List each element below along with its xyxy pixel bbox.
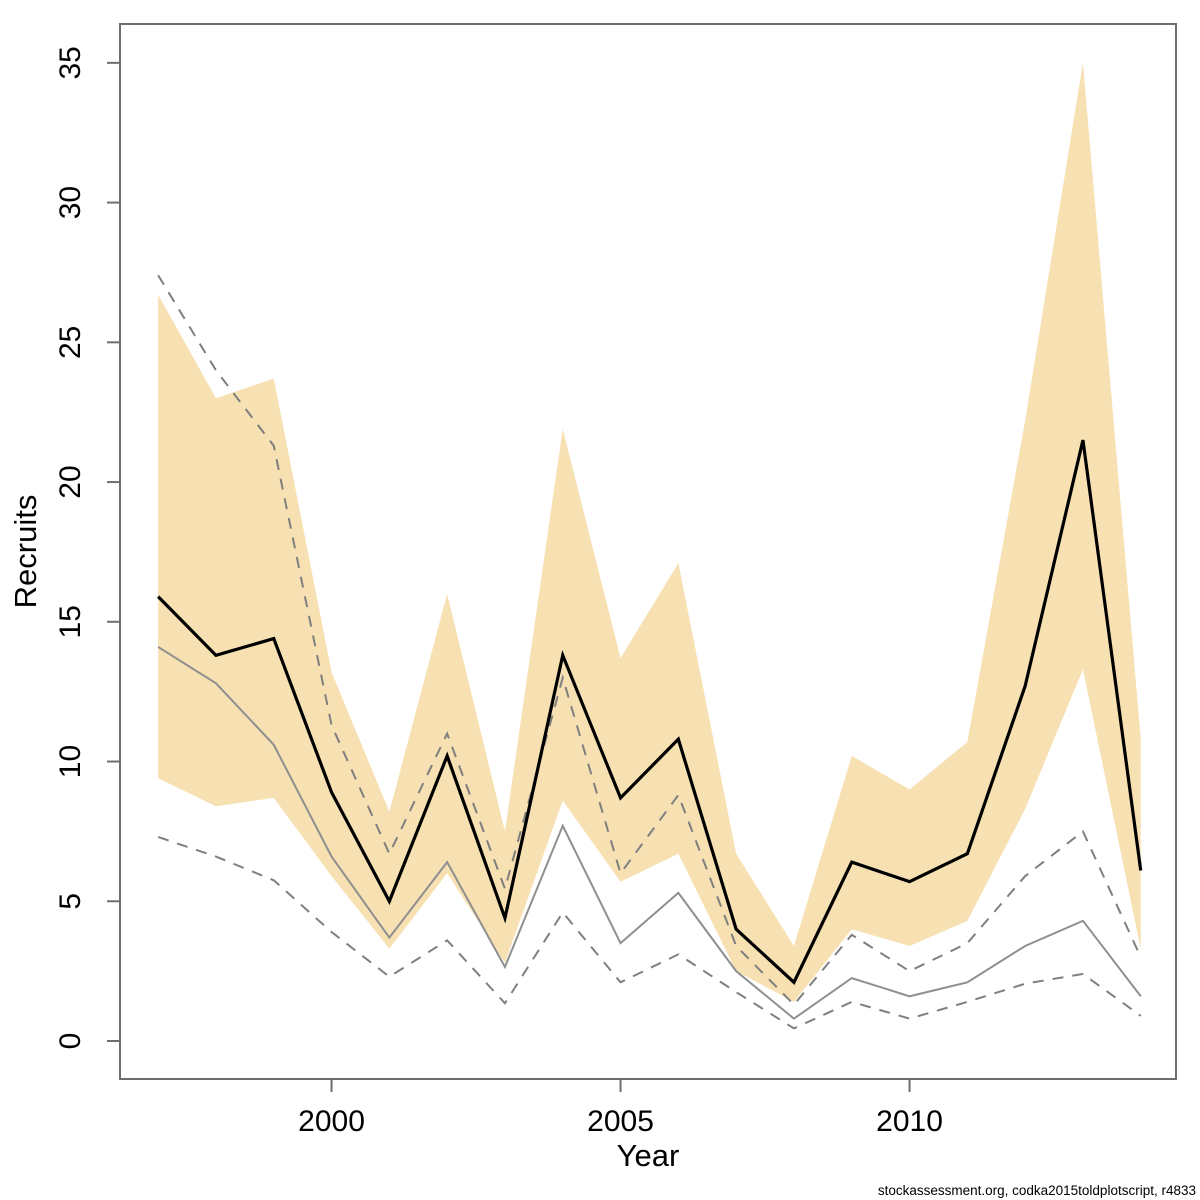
plot-border [119,23,1177,1080]
y-tick-label: 0 [54,1033,87,1050]
y-tick-label: 30 [54,186,87,219]
x-tick-label: 2005 [587,1105,654,1138]
x-tick-label: 2000 [298,1105,365,1138]
y-tick-label: 10 [54,745,87,778]
observed-ci-upper-line [157,274,1142,1007]
y-tick-label: 25 [54,326,87,359]
footnote-text: stockassessment.org, codka2015toldplotsc… [878,1183,1196,1198]
observed-ci-lower-line [157,836,1142,1030]
estimate-confidence-band [158,62,1141,1002]
x-axis-title: Year [617,1138,680,1173]
y-tick-label: 5 [54,893,87,910]
y-tick-label: 35 [54,46,87,79]
observed-series-line [157,646,1142,1020]
x-tick-label: 2010 [876,1105,943,1138]
y-tick-label: 20 [54,465,87,498]
y-tick-label: 15 [54,605,87,638]
estimate-line [157,439,1143,985]
y-axis-title: Recruits [8,495,43,609]
